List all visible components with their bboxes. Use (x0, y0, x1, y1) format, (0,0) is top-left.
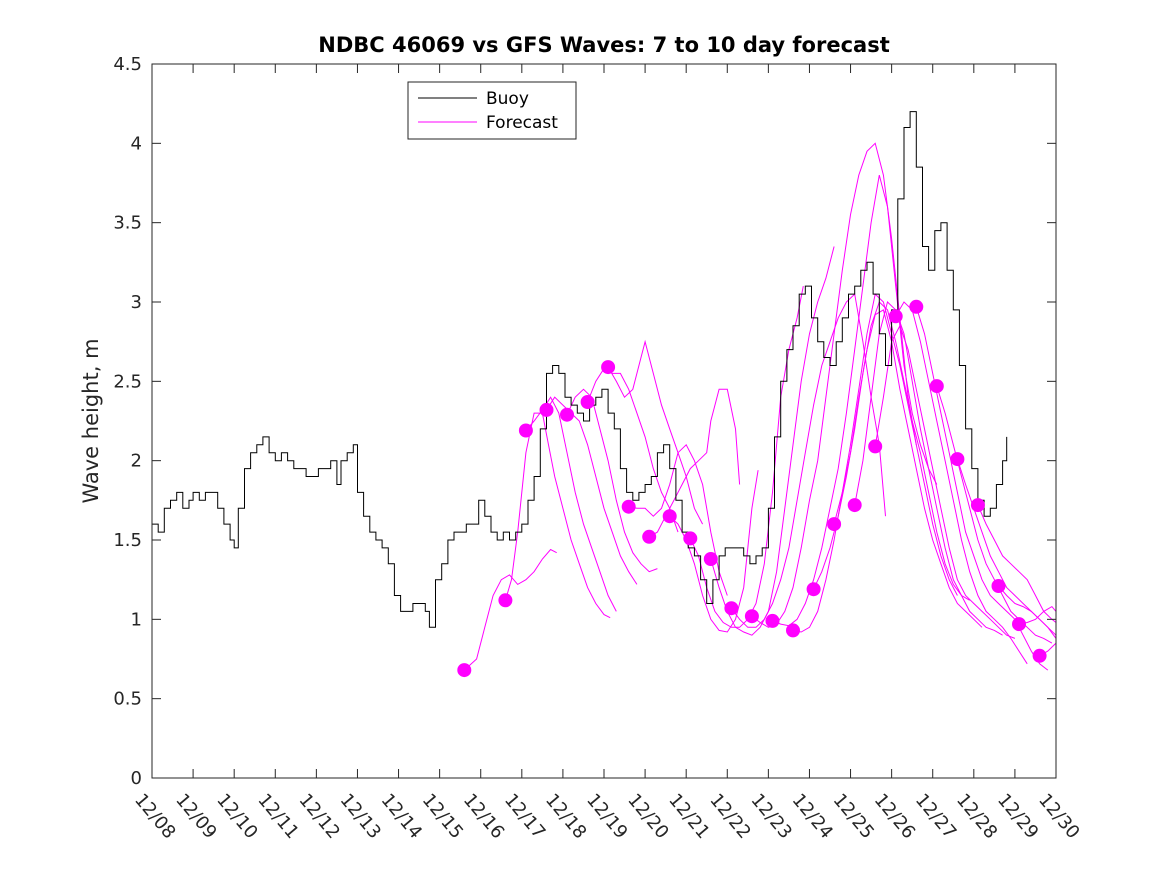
chart-title: NDBC 46069 vs GFS Waves: 7 to 10 day for… (318, 33, 889, 57)
forecast-marker (888, 309, 903, 324)
y-tick-label: 1 (131, 609, 142, 630)
forecast-marker (970, 498, 985, 513)
forecast-marker (703, 552, 718, 566)
forecast-marker (498, 593, 513, 608)
forecast-marker (1012, 617, 1026, 632)
buoy-line (152, 111, 1008, 628)
y-axis-label: Wave height, m (79, 338, 103, 503)
forecast-run-line (463, 548, 557, 671)
forecast-marker (560, 407, 574, 422)
forecast-marker (539, 402, 554, 417)
y-tick-label: 2 (131, 451, 142, 472)
forecast-run-line (628, 443, 728, 596)
forecast-run-line (730, 293, 886, 628)
forecast-marker (806, 582, 821, 597)
y-tick-label: 4.5 (113, 54, 142, 75)
forecast-marker (929, 379, 944, 394)
forecast-marker (457, 663, 472, 678)
forecast-marker (683, 531, 698, 546)
legend-buoy-label: Buoy (486, 89, 529, 109)
legend-box (407, 81, 577, 140)
legend: Buoy Forecast (407, 81, 577, 140)
forecast-marker (909, 299, 924, 314)
forecast-marker (765, 613, 780, 628)
y-tick-label: 3 (131, 292, 142, 313)
forecast-run-line (833, 309, 983, 628)
plot-area (152, 64, 1056, 778)
forecast-run-line (874, 324, 1016, 639)
y-tick-label: 3.5 (113, 213, 142, 234)
forecast-marker (621, 499, 636, 514)
y-tick-label: 1.5 (113, 530, 142, 551)
forecast-marker (827, 517, 842, 532)
forecast-marker (601, 360, 616, 375)
forecast-run-line (546, 396, 638, 585)
forecast-marker (786, 623, 800, 638)
forecast-run-line (566, 388, 658, 573)
forecast-marker (724, 601, 739, 616)
y-tick-label: 0 (131, 768, 142, 789)
forecast-marker (642, 529, 657, 544)
forecast-marker (991, 579, 1006, 593)
y-tick-label: 0.5 (113, 689, 142, 710)
forecast-run-line (998, 585, 1057, 636)
forecast-run-line (915, 306, 1049, 671)
forecast-marker (662, 509, 677, 524)
forecast-marker (950, 452, 965, 467)
y-tick-label: 4 (131, 133, 142, 154)
forecast-marker (744, 609, 759, 624)
legend-forecast-label: Forecast (486, 113, 558, 133)
forecast-run-line (977, 504, 1057, 623)
forecast-run-line (504, 412, 611, 619)
forecast-marker (580, 395, 595, 409)
forecast-marker (868, 439, 883, 454)
forecast-marker (518, 423, 533, 438)
y-tick-label: 2.5 (113, 371, 142, 392)
series-layer (152, 111, 1057, 678)
forecast-marker (1032, 648, 1047, 663)
forecast-run-line (772, 174, 938, 627)
forecast-marker (847, 498, 862, 513)
forecast-run-line (895, 301, 1028, 665)
